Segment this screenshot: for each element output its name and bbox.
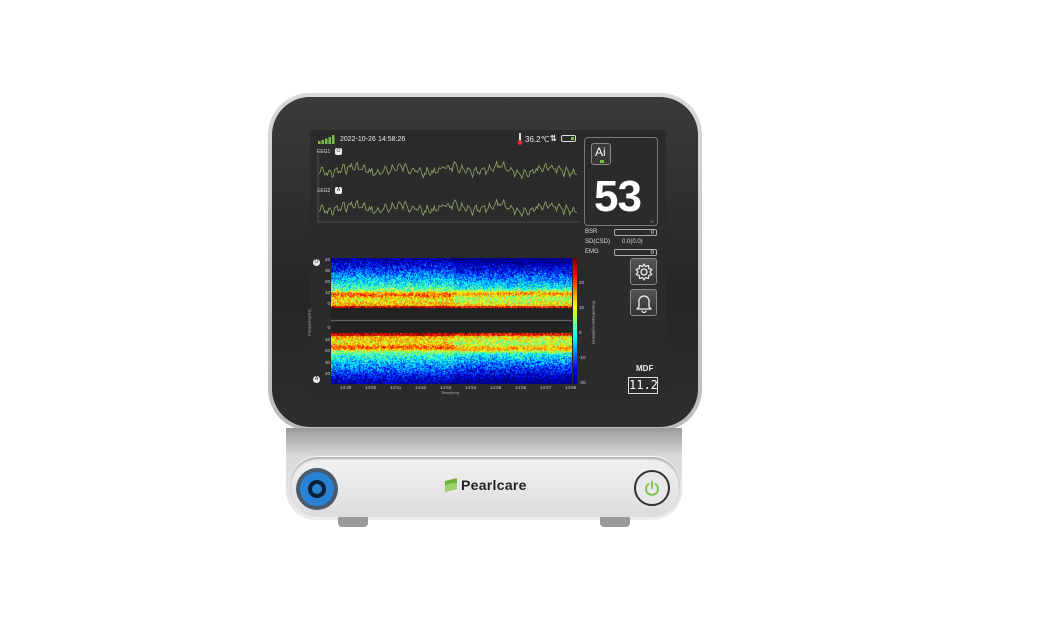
eeg1-waveform bbox=[319, 162, 577, 179]
tick-label: 20 bbox=[325, 279, 330, 284]
tick-label: 14:50 bbox=[365, 385, 376, 390]
tick-label: 0 bbox=[327, 301, 330, 306]
sensor-port[interactable] bbox=[296, 468, 338, 510]
temperature: 36.2℃ bbox=[525, 135, 550, 144]
thermometer-icon bbox=[517, 133, 523, 145]
tick-label: 40 bbox=[325, 371, 330, 376]
tick-label: 14:55 bbox=[490, 385, 501, 390]
spectrogram-plot bbox=[331, 258, 572, 384]
eeg-waveforms bbox=[317, 154, 579, 224]
sd-csd-value: 0.0(0.0) bbox=[622, 239, 643, 245]
x-axis-label: Time(h:m) bbox=[441, 390, 459, 395]
y-ticks-top: 40 30 20 10 0 bbox=[318, 260, 330, 310]
y-ticks-bottom: 0 10 20 30 40 bbox=[318, 328, 330, 378]
tick-label: 14:56 bbox=[515, 385, 526, 390]
ai-indicator bbox=[600, 160, 604, 163]
ai-badge: Ai bbox=[591, 143, 611, 165]
time: 14:58:26 bbox=[378, 136, 405, 143]
foot-right bbox=[600, 517, 630, 527]
settings-button[interactable] bbox=[630, 258, 657, 285]
display-screen: 2022-10-26 14:58:26 36.2℃ ⇅ EEG1 O EEG2 … bbox=[310, 130, 666, 395]
tick-label: 30 bbox=[325, 268, 330, 273]
mdf-label: MDF bbox=[636, 364, 653, 373]
bell-icon bbox=[635, 293, 653, 313]
tick-label: -20 bbox=[579, 380, 586, 385]
tick-label: 40 bbox=[325, 257, 330, 262]
date: 2022-10-26 bbox=[340, 136, 376, 143]
signal-strength-icon bbox=[318, 135, 335, 144]
colorbar-label: Power/frequency(dB/Hz) bbox=[591, 301, 596, 345]
data-transfer-icon: ⇅ bbox=[550, 134, 557, 143]
tick-label: 14:52 bbox=[415, 385, 426, 390]
tick-label: 0 bbox=[327, 325, 330, 330]
tick-label: 14:49 bbox=[340, 385, 351, 390]
ai-label: Ai bbox=[595, 145, 606, 159]
tick-label: 14:57 bbox=[540, 385, 551, 390]
index-unit: % bbox=[650, 219, 654, 224]
brand-name: Pearlcare bbox=[461, 477, 527, 493]
brand-logo: Pearlcare bbox=[445, 477, 527, 493]
y-axis-label: Frequency(Hz) bbox=[307, 309, 312, 335]
foot-left bbox=[338, 517, 368, 527]
bsr-value: 0 bbox=[614, 229, 657, 236]
tick-label: 14:58 bbox=[565, 385, 576, 390]
emg-value: 0 bbox=[614, 249, 657, 256]
colorbar bbox=[573, 258, 577, 384]
gear-icon bbox=[634, 262, 654, 282]
bsr-label: BSR bbox=[585, 229, 597, 235]
tick-label: 30 bbox=[325, 360, 330, 365]
tick-label: 14:54 bbox=[465, 385, 476, 390]
spectrogram-badge-bottom: A bbox=[313, 376, 320, 383]
sd-csd-label: SD(CSD) bbox=[585, 239, 610, 245]
tick-label: 14:51 bbox=[390, 385, 401, 390]
eeg2-waveform bbox=[319, 200, 577, 217]
tick-label: 20 bbox=[325, 348, 330, 353]
emg-label: EMG bbox=[585, 249, 599, 255]
tick-label: 10 bbox=[579, 305, 584, 310]
power-icon bbox=[643, 479, 661, 497]
battery-icon bbox=[561, 135, 576, 142]
index-value: 53 bbox=[594, 172, 641, 222]
colorbar-ticks: 20 10 0 -10 -20 bbox=[579, 258, 589, 384]
mdf-value: 11.2 bbox=[628, 377, 658, 394]
tick-label: -10 bbox=[579, 355, 586, 360]
tick-label: 0 bbox=[579, 330, 582, 335]
spectrogram-badge-top: O bbox=[313, 259, 320, 266]
tick-label: 10 bbox=[325, 290, 330, 295]
alarm-button[interactable] bbox=[630, 289, 657, 316]
tick-label: 10 bbox=[325, 337, 330, 342]
leaf-logo-icon bbox=[445, 478, 458, 492]
tick-label: 20 bbox=[579, 280, 584, 285]
power-button[interactable] bbox=[634, 470, 670, 506]
